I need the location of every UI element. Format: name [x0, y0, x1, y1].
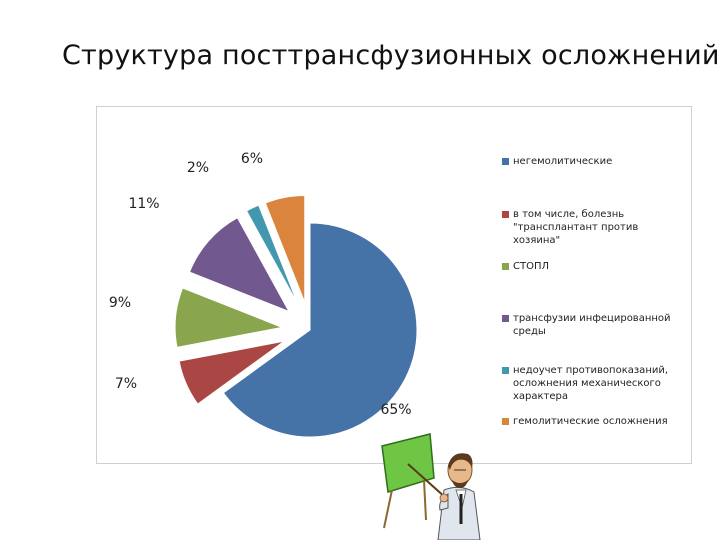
data-label-negemolytic: 65%	[380, 402, 411, 418]
legend-swatch	[502, 315, 509, 322]
legend-swatch	[502, 158, 509, 165]
legend-item-stopl: СТОПЛ	[502, 260, 683, 273]
slice-stopl	[174, 287, 284, 348]
legend-item-contraindications: недоучет противопоказаний, осложнения ме…	[502, 364, 683, 403]
legend-label: СТОПЛ	[513, 261, 550, 272]
legend-swatch	[502, 367, 509, 374]
slide-title: Структура посттрансфузионных осложнений	[62, 40, 720, 71]
slice-gvhd	[178, 340, 285, 405]
slice-infected	[188, 217, 291, 313]
slice-negemolytic	[222, 222, 418, 438]
data-label-gvhd: 7%	[115, 376, 137, 392]
legend-swatch	[502, 211, 509, 218]
data-label-hemolytic: 6%	[241, 151, 263, 167]
legend-item-gvhd: в том числе, болезнь "трансплантант прот…	[502, 208, 683, 247]
slice-hemolytic	[264, 194, 306, 303]
legend-label: недоучет противопоказаний, осложнения ме…	[513, 365, 669, 402]
legend-item-hemolytic: гемолитические осложнения	[502, 415, 683, 428]
presenter-with-board-icon	[381, 433, 481, 540]
legend-item-negemolytic: негемолитические	[502, 155, 683, 168]
slice-contraindications	[245, 204, 299, 305]
legend-label: гемолитические осложнения	[513, 416, 668, 427]
data-label-stopl: 9%	[109, 295, 131, 311]
legend-swatch	[502, 263, 509, 270]
data-label-contraindications: 2%	[187, 160, 209, 176]
legend-label: негемолитические	[513, 156, 613, 167]
legend-label: в том числе, болезнь "трансплантант прот…	[513, 209, 639, 246]
data-label-infected: 11%	[128, 196, 159, 212]
legend-swatch	[502, 418, 509, 425]
legend-label: трансфузии инфецированной среды	[513, 313, 671, 337]
legend-item-infected: трансфузии инфецированной среды	[502, 312, 683, 338]
